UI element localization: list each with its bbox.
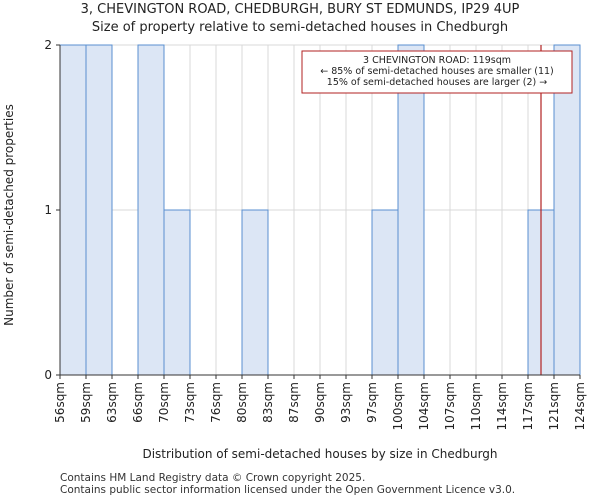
bars (59, 44, 581, 376)
x-tick-label: 124sqm (573, 382, 587, 430)
annotation-box (301, 50, 573, 94)
x-tick-label: 56sqm (53, 382, 67, 423)
x-tick-label: 90sqm (313, 382, 327, 423)
y-tick-label: 2 (44, 38, 52, 52)
x-tick-label: 70sqm (157, 382, 171, 423)
bar (59, 44, 87, 376)
annotation-line: 3 CHEVINGTON ROAD: 119sqm (363, 55, 511, 66)
bar (371, 209, 399, 376)
x-tick-label: 110sqm (469, 382, 483, 430)
axes: 0 1 2 56sqm 59sqm 63sqm 66sqm 70sqm 73sqm 76sqm 80… (44, 38, 587, 430)
annotation-line: ← 85% of semi-detached houses are smalle… (320, 66, 554, 77)
y-tick-label: 1 (44, 203, 52, 217)
footer-licence: Contains public sector information licen… (60, 484, 516, 496)
x-tick-label: 114sqm (495, 382, 509, 430)
bar (241, 209, 269, 376)
x-tick-label: 73sqm (183, 382, 197, 423)
y-tick-label: 0 (44, 368, 52, 382)
x-tick-label: 83sqm (261, 382, 275, 423)
chart-subtitle: Size of property relative to semi-detach… (91, 20, 509, 35)
bar (397, 44, 425, 376)
x-tick-label: 121sqm (547, 382, 561, 430)
y-axis-label: Number of semi-detached properties (2, 104, 16, 326)
x-tick-label: 97sqm (365, 382, 379, 423)
x-tick-label: 80sqm (235, 382, 249, 423)
x-tick-label: 76sqm (209, 382, 223, 423)
x-tick-label: 63sqm (105, 382, 119, 423)
bar (553, 44, 581, 376)
bar (137, 44, 165, 376)
x-tick-label: 66sqm (131, 382, 145, 423)
x-tick-label: 87sqm (287, 382, 301, 423)
bar (85, 44, 113, 376)
annotation: 3 CHEVINGTON ROAD: 119sqm← 85% of semi-d… (301, 50, 573, 94)
x-tick-label: 59sqm (79, 382, 93, 423)
bar (163, 209, 191, 376)
x-tick-label: 93sqm (339, 382, 353, 423)
chart-title: 3, CHEVINGTON ROAD, CHEDBURGH, BURY ST E… (80, 2, 520, 17)
x-tick-label: 117sqm (521, 382, 535, 430)
x-tick-label: 100sqm (391, 382, 405, 430)
footer-copyright: Contains HM Land Registry data © Crown c… (60, 472, 366, 484)
x-axis-label: Distribution of semi-detached houses by … (142, 447, 497, 461)
annotation-line: 15% of semi-detached houses are larger (… (327, 77, 547, 88)
x-tick-label: 104sqm (417, 382, 431, 430)
x-tick-label: 107sqm (443, 382, 457, 430)
